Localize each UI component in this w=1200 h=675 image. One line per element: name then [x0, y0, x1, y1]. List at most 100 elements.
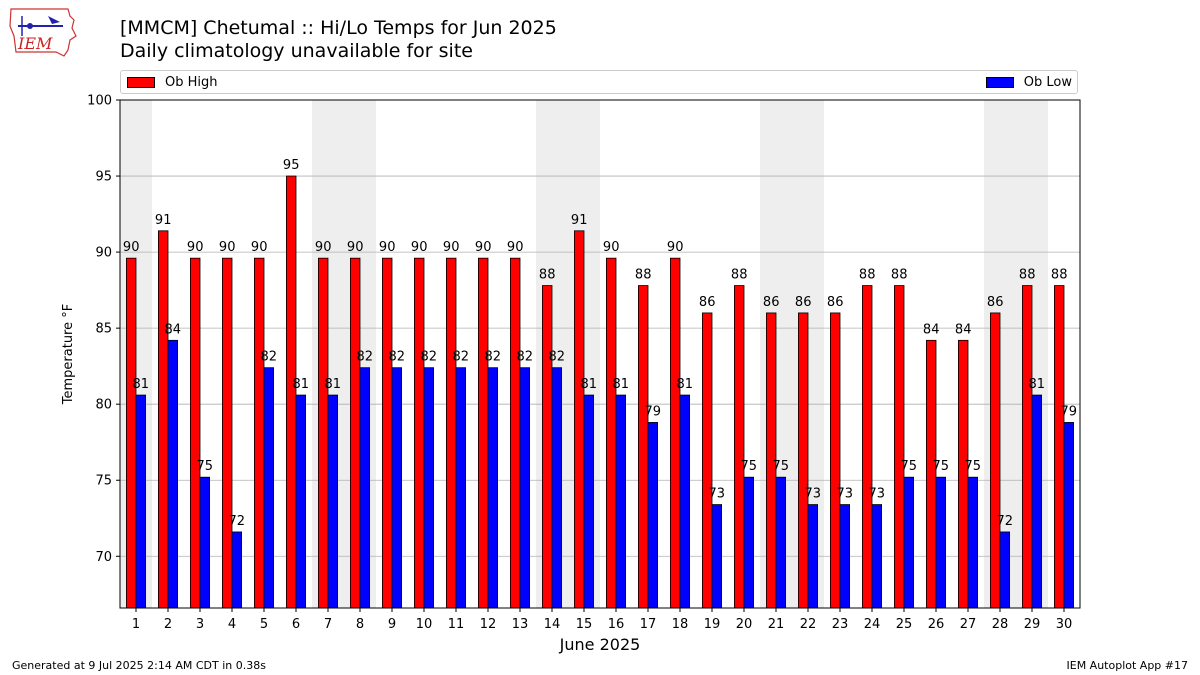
x-tick-label: 3 — [196, 617, 204, 632]
bar-label-low: 81 — [133, 377, 150, 392]
bar-label-low: 73 — [837, 487, 854, 502]
bar-low — [647, 422, 659, 609]
bar-label-high: 88 — [1019, 268, 1036, 283]
bar-label-high: 90 — [123, 240, 140, 255]
x-tick-label: 1 — [132, 617, 140, 632]
bar-low — [1031, 394, 1043, 609]
x-tick-label: 20 — [736, 617, 753, 632]
y-tick-label: 70 — [95, 550, 112, 565]
bar-label-high: 90 — [187, 240, 204, 255]
bar-label-low: 79 — [645, 404, 662, 419]
bar-low — [295, 394, 307, 609]
bar-low — [935, 476, 947, 609]
bar-high — [189, 257, 201, 609]
bar-low — [615, 394, 627, 609]
x-tick-label: 25 — [896, 617, 913, 632]
bar-label-low: 73 — [709, 487, 726, 502]
bar-high — [734, 285, 745, 609]
bar-label-low: 81 — [293, 377, 310, 392]
bar-high — [253, 257, 265, 609]
bar-low — [903, 476, 915, 609]
chart-subtitle: Daily climatology unavailable for site — [120, 40, 473, 62]
bar-label-low: 73 — [869, 487, 886, 502]
bar-high — [477, 257, 489, 609]
bar-label-low: 81 — [581, 377, 598, 392]
legend-label-low: Ob Low — [1023, 75, 1072, 90]
bar-label-high: 86 — [987, 295, 1004, 310]
bar-low — [423, 367, 435, 609]
y-tick-label: 95 — [95, 170, 112, 185]
x-tick-label: 5 — [260, 617, 268, 632]
bar-label-low: 81 — [677, 377, 694, 392]
bar-high — [445, 257, 457, 609]
bar-high — [413, 257, 425, 609]
bar-label-high: 90 — [411, 240, 428, 255]
bar-label-high: 86 — [827, 295, 844, 310]
bar-label-high: 90 — [219, 240, 236, 255]
bar-label-high: 90 — [443, 240, 460, 255]
y-tick-label: 90 — [95, 246, 112, 261]
bar-low — [839, 504, 851, 609]
x-axis-label: June 2025 — [559, 635, 641, 654]
legend-swatch-high — [127, 77, 155, 88]
x-tick-label: 26 — [928, 617, 945, 632]
x-tick-label: 28 — [992, 617, 1009, 632]
y-tick-label: 75 — [95, 474, 112, 489]
plot-frame — [119, 99, 1081, 609]
x-tick-label: 22 — [800, 617, 817, 632]
bar-label-high: 88 — [859, 268, 876, 283]
bar-high — [221, 257, 233, 609]
bar-high — [509, 257, 521, 609]
bar-low — [999, 531, 1011, 609]
y-tick-label: 80 — [95, 398, 112, 413]
logo-text: IEM — [17, 34, 53, 53]
bar-high — [157, 230, 169, 609]
bar-high — [1054, 285, 1065, 609]
x-tick-label: 2 — [164, 617, 172, 632]
bar-high — [894, 285, 905, 609]
bar-label-high: 86 — [763, 295, 780, 310]
bar-label-high: 86 — [699, 295, 716, 310]
x-tick-label: 10 — [416, 617, 433, 632]
bar-label-low: 75 — [933, 459, 950, 474]
legend: Ob High Ob Low — [120, 70, 1078, 94]
bar-low — [455, 367, 467, 609]
chart-title: [MMCM] Chetumal :: Hi/Lo Temps for Jun 2… — [120, 17, 557, 39]
bar-label-low: 82 — [389, 350, 406, 365]
footer-generated: Generated at 9 Jul 2025 2:14 AM CDT in 0… — [12, 659, 266, 672]
x-tick-label: 6 — [292, 617, 300, 632]
x-tick-label: 13 — [512, 617, 529, 632]
x-tick-label: 30 — [1056, 617, 1073, 632]
bar-label-low: 75 — [965, 459, 982, 474]
legend-item-low: Ob Low — [985, 75, 1072, 90]
bar-label-low: 82 — [485, 350, 502, 365]
bar-label-high: 91 — [571, 213, 588, 228]
x-tick-label: 4 — [228, 617, 236, 632]
bar-label-high: 90 — [603, 240, 620, 255]
bar-label-high: 90 — [315, 240, 332, 255]
y-tick-label: 85 — [95, 322, 112, 337]
bar-low — [359, 367, 371, 609]
bar-low — [231, 531, 243, 609]
legend-swatch-low — [985, 77, 1014, 88]
bar-label-low: 81 — [1029, 377, 1046, 392]
bar-high — [542, 285, 553, 609]
bar-high — [862, 285, 873, 609]
bar-label-low: 82 — [261, 350, 278, 365]
bar-low — [519, 367, 531, 609]
x-tick-label: 16 — [608, 617, 625, 632]
bar-label-high: 90 — [379, 240, 396, 255]
bar-label-high: 86 — [795, 295, 812, 310]
x-tick-label: 29 — [1024, 617, 1041, 632]
bar-label-low: 81 — [325, 377, 342, 392]
bar-high — [317, 257, 329, 609]
x-tick-label: 14 — [544, 617, 561, 632]
bar-high — [349, 257, 361, 609]
bar-high — [1022, 285, 1033, 609]
bar-label-low: 82 — [517, 350, 534, 365]
bar-label-high: 84 — [955, 322, 972, 337]
bar-low — [391, 367, 403, 609]
x-tick-label: 18 — [672, 617, 689, 632]
bar-label-low: 82 — [421, 350, 438, 365]
footer-app: IEM Autoplot App #17 — [1066, 659, 1189, 672]
